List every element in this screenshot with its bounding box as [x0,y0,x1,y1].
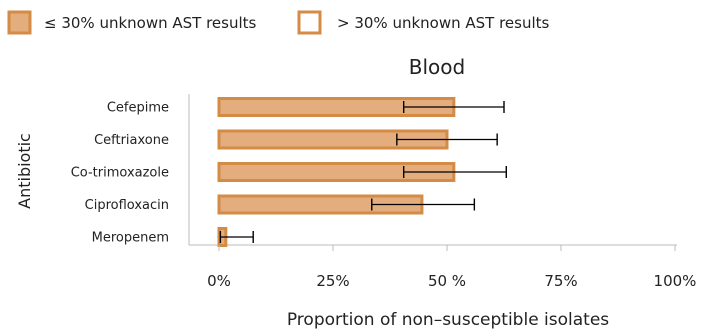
category-label-ciprofloxacin: Ciprofloxacin [85,198,169,213]
chart-title: Blood [409,55,465,79]
x-tick-label-0: 0% [207,272,231,290]
category-label-co-trimoxazole: Co-trimoxazole [71,166,169,181]
x-tick-label-4: 100% [654,272,697,290]
x-tick-label-3: 75% [544,272,577,290]
category-label-cefepime: Cefepime [107,101,169,116]
x-tick-label-2: 50 % [428,272,466,290]
plot-area: Cefepime Ceftriaxone Co-trimoxazole Ciprofl… [71,99,697,291]
legend-swatch-outline [299,12,320,33]
legend: ≤ 30% unknown AST results > 30% unknown … [9,12,550,33]
category-label-meropenem: Meropenem [92,231,169,246]
x-axis-label: Proportion of non–susceptible isolates [287,310,609,330]
legend-label-outline: > 30% unknown AST results [337,14,550,32]
category-label-ceftriaxone: Ceftriaxone [94,133,169,148]
x-tick-label-1: 25% [316,272,349,290]
y-axis-label: Antibiotic [15,133,34,209]
legend-swatch-filled [9,12,30,33]
legend-label-filled: ≤ 30% unknown AST results [44,14,257,32]
